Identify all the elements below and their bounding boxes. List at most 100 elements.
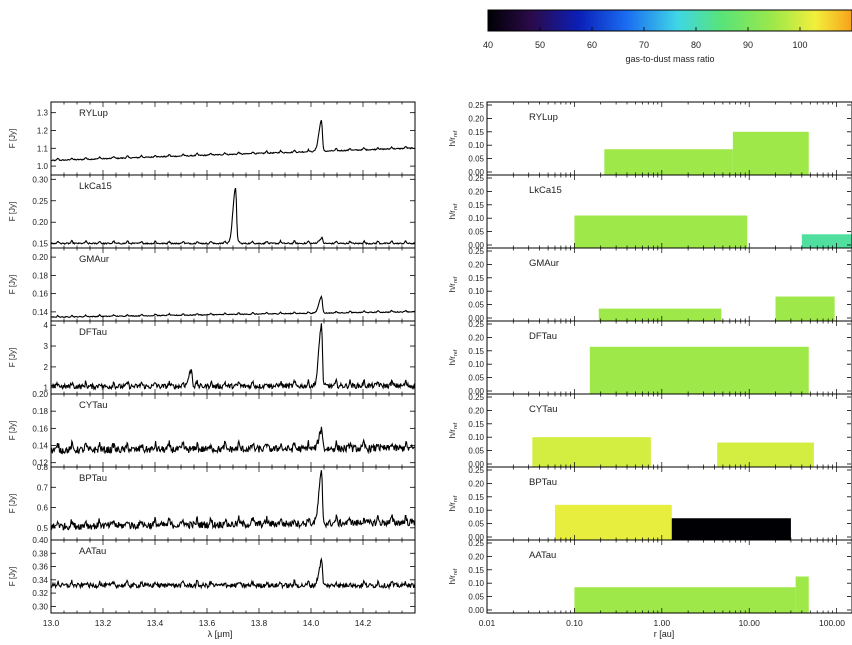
x-tick-label: 100.00	[819, 618, 845, 628]
y-axis-label: h/rref	[448, 568, 459, 584]
spectra-x-axis-label: λ [μm]	[208, 629, 233, 639]
y-tick-label: 0.15	[468, 274, 484, 283]
colorbar-tick-label: 40	[483, 40, 493, 50]
panel-title: GMAur	[79, 254, 109, 265]
y-tick-label: 0.30	[32, 602, 48, 611]
spectrum-line	[50, 426, 416, 455]
y-tick-label: 1.0	[37, 162, 49, 171]
y-tick-label: 0.10	[468, 579, 484, 588]
x-tick-label: 0.10	[566, 618, 583, 628]
spectrum-panel: 0.30 0.32 0.34 0.36 0.38 0.40 F [Jy] AATau	[8, 536, 416, 614]
y-tick-label: 0.20	[468, 406, 484, 415]
structure-bar	[671, 518, 791, 540]
y-tick-label: 0.15	[468, 493, 484, 502]
panel-title: AATau	[529, 550, 556, 561]
structure-panel: 0.00 0.05 0.10 0.15 0.20 0.25 h/rref LkCa15	[448, 174, 852, 250]
panel-title: AATau	[79, 546, 106, 557]
structure-bar	[555, 504, 672, 540]
y-tick-label: 0.14	[32, 442, 48, 451]
x-tick-label: 10.00	[739, 618, 761, 628]
panel-title: RYLup	[529, 112, 558, 123]
y-tick-label: 0.25	[468, 320, 484, 329]
y-tick-label: 0.25	[468, 247, 484, 256]
panel-title: CYTau	[79, 400, 108, 411]
y-axis-label: h/rref	[448, 422, 459, 438]
y-tick-label: 0.20	[468, 552, 484, 561]
y-tick-label: 0.15	[468, 566, 484, 575]
y-tick-label: 0.8	[37, 463, 49, 472]
y-tick-label: 0.40	[32, 536, 48, 545]
y-tick-label: 1	[44, 384, 49, 393]
y-tick-label: 0.12	[32, 459, 48, 468]
spectrum-line	[51, 557, 416, 590]
y-tick-label: 0.05	[468, 155, 484, 164]
panel-title: CYTau	[529, 404, 558, 415]
spectrum-panel: 0.12 0.14 0.16 0.18 0.20 F [Jy] CYTau	[8, 390, 416, 468]
spectrum-line	[50, 323, 416, 391]
panel-title: BPTau	[529, 477, 557, 488]
y-tick-label: 1.1	[37, 144, 49, 153]
y-tick-label: 0.05	[468, 228, 484, 237]
y-axis-label-subscript: ref	[453, 130, 459, 137]
y-tick-label: 0.20	[32, 218, 48, 227]
panel-title: LkCa15	[529, 185, 562, 196]
y-tick-label: 0.05	[468, 374, 484, 383]
structure-panels: 0.000.050.100.150.200.25h/rrefRYLup0.000…	[448, 101, 852, 615]
panel-title: DFTau	[79, 327, 107, 338]
y-tick-label: 0.00	[468, 606, 484, 615]
structure-bar	[732, 131, 809, 175]
spectrum-panel: 0.15 0.20 0.25 0.30 F [Jy] LkCa15	[8, 174, 416, 249]
y-axis-label-subscript: ref	[453, 203, 459, 210]
y-tick-label: 0.25	[468, 174, 484, 183]
spectrum-panel: 1 2 3 4 F [Jy] DFTau	[8, 320, 416, 395]
structure-bar	[801, 234, 852, 248]
y-tick-label: 0.32	[32, 589, 48, 598]
colorbar-label: gas-to-dust mass ratio	[625, 54, 714, 64]
spectrum-line	[50, 295, 416, 319]
y-tick-label: 0.5	[37, 524, 49, 533]
y-tick-label: 0.25	[468, 539, 484, 548]
y-tick-label: 0.00	[468, 314, 484, 323]
panel-title: BPTau	[79, 473, 107, 484]
y-tick-label: 0.00	[468, 533, 484, 542]
x-tick-label: 13.2	[95, 618, 112, 628]
structure-panel: 0.00 0.05 0.10 0.15 0.20 0.25 h/rref GMAur	[448, 247, 852, 323]
colorbar-gradient	[487, 9, 852, 32]
y-tick-label: 0.15	[468, 420, 484, 429]
spectrum-line	[50, 187, 416, 246]
y-tick-label: 0.20	[468, 260, 484, 269]
spectrum-line	[50, 119, 416, 162]
y-axis-label-subscript: ref	[453, 422, 459, 429]
y-axis-label-subscript: ref	[453, 276, 459, 283]
panel-title: DFTau	[529, 331, 557, 342]
y-tick-label: 0.20	[468, 187, 484, 196]
y-axis-label-subscript: ref	[453, 495, 459, 502]
structure-x-axis: 0.01 0.10 1.00 10.00 100.00	[479, 618, 846, 628]
spectra-panels: 1.0 1.1 1.2 1.3 F [Jy] RYLup 0.15 0.20 0.25 0.30 F…	[8, 101, 416, 614]
x-tick-label: 13.6	[199, 618, 216, 628]
structure-bar	[717, 442, 814, 467]
y-tick-label: 0.38	[32, 549, 48, 558]
x-tick-label: 13.4	[147, 618, 164, 628]
y-tick-label: 0.10	[468, 141, 484, 150]
y-tick-label: 0.20	[468, 114, 484, 123]
y-tick-label: 0.20	[468, 333, 484, 342]
y-axis-label: h/rref	[448, 349, 459, 365]
y-tick-label: 4	[44, 321, 49, 330]
y-axis-label-subscript: ref	[453, 349, 459, 356]
structure-panel: 0.00 0.05 0.10 0.15 0.20 0.25 h/rref CYTau	[448, 393, 852, 469]
structure-panel: 0.00 0.05 0.10 0.15 0.20 0.25 h/rref AATau	[448, 539, 852, 615]
y-axis-label: F [Jy]	[8, 275, 17, 295]
y-tick-label: 0.10	[468, 506, 484, 515]
y-tick-label: 1.2	[37, 126, 49, 135]
colorbar-tick-label: 100	[792, 40, 807, 50]
y-tick-label: 0.20	[468, 479, 484, 488]
y-tick-label: 0.15	[468, 128, 484, 137]
panel-title: RYLup	[79, 108, 108, 119]
structure-bar	[532, 437, 651, 467]
spectrum-panel: 1.0 1.1 1.2 1.3 F [Jy] RYLup	[8, 101, 416, 176]
spectra-x-axis: 13.0 13.2 13.4 13.6 13.8 14.0 14.2	[43, 618, 372, 628]
colorbar-tick-label: 50	[535, 40, 545, 50]
x-tick-label: 14.2	[355, 618, 372, 628]
